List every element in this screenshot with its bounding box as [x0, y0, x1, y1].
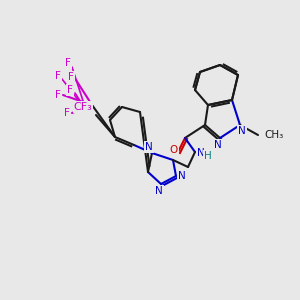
Text: O: O [170, 145, 178, 155]
Text: H: H [204, 151, 212, 161]
Text: F: F [65, 58, 71, 68]
Text: N: N [178, 171, 186, 181]
Text: N: N [145, 142, 153, 152]
Text: F: F [64, 108, 70, 118]
Text: F: F [68, 72, 74, 82]
Text: CF₃: CF₃ [74, 102, 92, 112]
Text: N: N [214, 140, 222, 150]
Text: N: N [155, 186, 163, 196]
Text: F: F [67, 85, 73, 95]
Text: CH₃: CH₃ [264, 130, 283, 140]
Text: N: N [238, 126, 246, 136]
Text: N: N [197, 148, 205, 158]
Text: F: F [55, 71, 61, 81]
Text: F: F [55, 90, 61, 100]
